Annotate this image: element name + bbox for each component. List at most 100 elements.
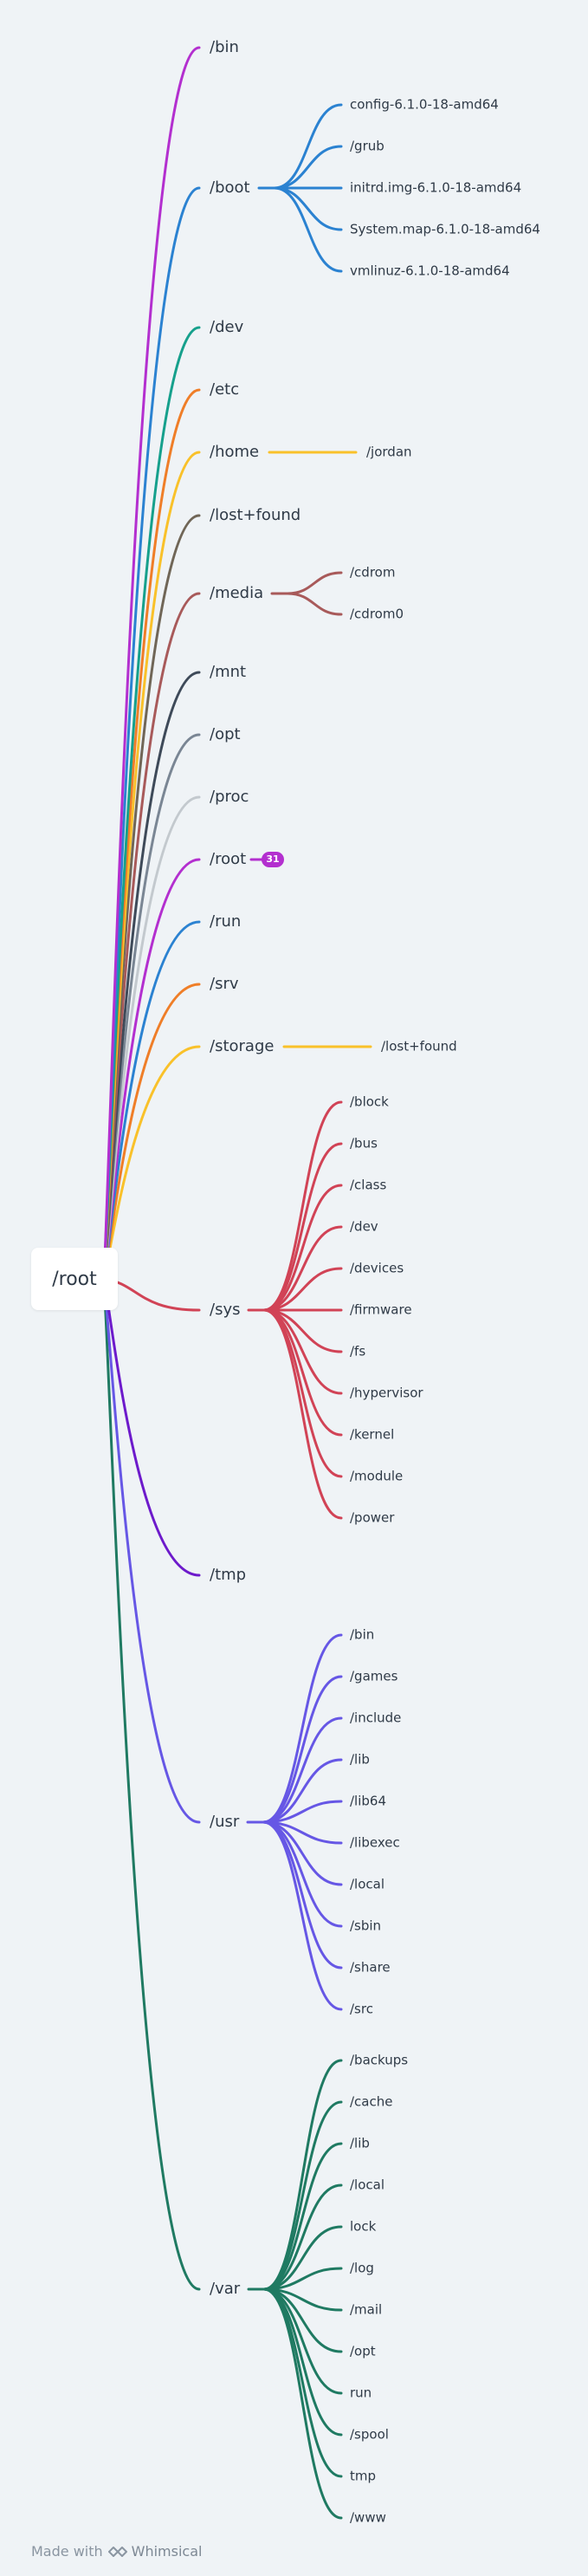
child-node-games[interactable]: /games bbox=[350, 1668, 398, 1684]
branch-node-storage[interactable]: /storage bbox=[210, 1037, 275, 1055]
branch-node-etc[interactable]: /etc bbox=[210, 380, 240, 399]
branch-node-opt[interactable]: /opt bbox=[210, 725, 241, 743]
branch-node-tmp[interactable]: /tmp bbox=[210, 1566, 247, 1584]
child-node-src[interactable]: /src bbox=[350, 2001, 373, 2017]
branch-node-root[interactable]: /root bbox=[210, 850, 247, 868]
child-node-libexec[interactable]: /libexec bbox=[350, 1834, 400, 1851]
branch-connector-tmp bbox=[102, 1277, 201, 1577]
child-node-class[interactable]: /class bbox=[350, 1177, 387, 1193]
whimsical-brand[interactable]: Whimsical bbox=[107, 2543, 203, 2560]
child-node-firmware[interactable]: /firmware bbox=[350, 1301, 412, 1318]
branch-node-media[interactable]: /media bbox=[210, 584, 264, 602]
child-connector-bin bbox=[262, 1633, 343, 1824]
child-node-hypervisor[interactable]: /hypervisor bbox=[350, 1385, 423, 1401]
child-node-opt[interactable]: /opt bbox=[350, 2343, 376, 2359]
branch-connector-bin bbox=[102, 46, 201, 1281]
child-connector-power bbox=[262, 1308, 343, 1520]
child-connector-lib bbox=[262, 2142, 343, 2291]
child-connector-config-6-1-0-18-amd64 bbox=[273, 103, 343, 190]
branch-node-boot[interactable]: /boot bbox=[210, 178, 250, 197]
child-connector-devices bbox=[262, 1267, 343, 1312]
child-connector-system-map-6-1-0-18-amd64 bbox=[273, 186, 343, 231]
child-node-lib[interactable]: /lib bbox=[350, 1751, 370, 1768]
branch-node-mnt[interactable]: /mnt bbox=[210, 663, 247, 681]
child-node-share[interactable]: /share bbox=[350, 1959, 391, 1976]
branch-connector-var bbox=[102, 1277, 201, 2291]
child-connector-backups bbox=[262, 2059, 343, 2291]
branch-node-lost-found[interactable]: /lost+found bbox=[210, 506, 301, 524]
branch-node-usr[interactable]: /usr bbox=[210, 1813, 240, 1831]
child-node-kernel[interactable]: /kernel bbox=[350, 1426, 395, 1443]
child-node-lock[interactable]: lock bbox=[350, 2218, 377, 2235]
child-connector-hypervisor bbox=[262, 1308, 343, 1395]
branch-node-dev[interactable]: /dev bbox=[210, 318, 244, 336]
child-connector-cdrom0 bbox=[286, 592, 343, 616]
made-with-label: Made with bbox=[31, 2543, 103, 2560]
child-node-initrd-img-6-1-0-18-amd64[interactable]: initrd.img-6.1.0-18-amd64 bbox=[350, 179, 522, 196]
collapsed-count-badge[interactable]: 31 bbox=[262, 852, 284, 867]
child-connector-lib bbox=[262, 1758, 343, 1824]
child-connector-include bbox=[262, 1716, 343, 1824]
child-node-sbin[interactable]: /sbin bbox=[350, 1917, 382, 1934]
branch-node-proc[interactable]: /proc bbox=[210, 788, 249, 806]
child-connector-share bbox=[262, 1820, 343, 1969]
child-node-run[interactable]: run bbox=[350, 2385, 372, 2401]
branch-node-bin[interactable]: /bin bbox=[210, 38, 239, 56]
branch-connector-sys bbox=[102, 1277, 201, 1312]
child-node-www[interactable]: /www bbox=[350, 2509, 386, 2526]
whimsical-logo-icon bbox=[107, 2546, 127, 2558]
child-node-include[interactable]: /include bbox=[350, 1710, 402, 1726]
child-node-log[interactable]: /log bbox=[350, 2260, 374, 2276]
child-node-backups[interactable]: /backups bbox=[350, 2052, 409, 2068]
child-node-jordan[interactable]: /jordan bbox=[366, 444, 412, 460]
child-connector-local bbox=[262, 2183, 343, 2291]
child-node-cdrom0[interactable]: /cdrom0 bbox=[350, 606, 404, 622]
made-with-footer[interactable]: Made with Whimsical bbox=[31, 2543, 202, 2560]
child-connector-spool bbox=[262, 2287, 343, 2436]
child-node-lost-found[interactable]: /lost+found bbox=[381, 1038, 457, 1054]
child-node-devices[interactable]: /devices bbox=[350, 1260, 404, 1276]
branch-connector-usr bbox=[102, 1277, 201, 1824]
child-node-bus[interactable]: /bus bbox=[350, 1135, 378, 1152]
child-node-cdrom[interactable]: /cdrom bbox=[350, 564, 396, 581]
child-node-module[interactable]: /module bbox=[350, 1468, 404, 1484]
child-node-lib64[interactable]: /lib64 bbox=[350, 1793, 386, 1809]
child-node-block[interactable]: /block bbox=[350, 1093, 389, 1110]
child-node-local[interactable]: /local bbox=[350, 2177, 385, 2193]
whimsical-brand-label: Whimsical bbox=[131, 2543, 203, 2560]
child-node-mail[interactable]: /mail bbox=[350, 2301, 383, 2318]
child-node-vmlinuz-6-1-0-18-amd64[interactable]: vmlinuz-6.1.0-18-amd64 bbox=[350, 263, 510, 279]
child-connector-lib64 bbox=[262, 1800, 343, 1824]
child-connector-log bbox=[262, 2267, 343, 2291]
child-connector-block bbox=[262, 1100, 343, 1312]
child-node-power[interactable]: /power bbox=[350, 1509, 395, 1526]
child-connector-module bbox=[262, 1308, 343, 1478]
child-node-local[interactable]: /local bbox=[350, 1876, 385, 1892]
child-connector-cache bbox=[262, 2100, 343, 2291]
child-node-spool[interactable]: /spool bbox=[350, 2426, 389, 2443]
branch-node-sys[interactable]: /sys bbox=[210, 1301, 241, 1319]
child-node-tmp[interactable]: tmp bbox=[350, 2468, 377, 2484]
child-connector-tmp bbox=[262, 2287, 343, 2478]
child-connector-games bbox=[262, 1675, 343, 1824]
root-node[interactable]: /root bbox=[31, 1248, 118, 1310]
child-node-cache[interactable]: /cache bbox=[350, 2093, 393, 2110]
child-node-system-map-6-1-0-18-amd64[interactable]: System.map-6.1.0-18-amd64 bbox=[350, 221, 540, 237]
branch-node-run[interactable]: /run bbox=[210, 912, 242, 931]
child-node-fs[interactable]: /fs bbox=[350, 1343, 366, 1359]
child-connector-lock bbox=[262, 2225, 343, 2291]
branch-node-srv[interactable]: /srv bbox=[210, 975, 239, 993]
branch-node-var[interactable]: /var bbox=[210, 2280, 241, 2298]
child-node-grub[interactable]: /grub bbox=[350, 138, 384, 154]
child-connector-src bbox=[262, 1820, 343, 2011]
child-node-dev[interactable]: /dev bbox=[350, 1218, 378, 1235]
child-connector-class bbox=[262, 1184, 343, 1312]
branch-node-home[interactable]: /home bbox=[210, 443, 260, 461]
child-connector-dev bbox=[262, 1225, 343, 1312]
child-node-bin[interactable]: /bin bbox=[350, 1626, 375, 1643]
child-connector-cdrom bbox=[286, 571, 343, 595]
child-node-lib[interactable]: /lib bbox=[350, 2135, 370, 2151]
child-node-config-6-1-0-18-amd64[interactable]: config-6.1.0-18-amd64 bbox=[350, 96, 499, 113]
child-connector-grub bbox=[273, 145, 343, 190]
